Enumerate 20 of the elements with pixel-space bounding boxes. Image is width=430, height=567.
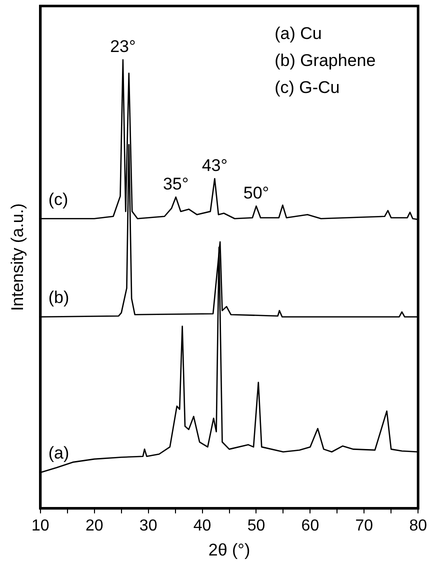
series-label: (a)	[48, 444, 70, 463]
x-tick-label: 30	[139, 517, 158, 534]
annotation: 43°	[202, 156, 228, 175]
annotation: 50°	[243, 183, 270, 202]
x-tick-label: 20	[85, 517, 104, 534]
x-tick-label: 50	[247, 517, 266, 534]
x-axis-title: 2θ (°)	[208, 540, 250, 560]
annotation: 23°	[110, 37, 136, 56]
text: (a) Cu	[274, 24, 322, 44]
x-tick-label: 70	[355, 517, 374, 534]
annotation: (b) Graphene	[274, 51, 376, 70]
annotation: (c) G-Cu	[274, 78, 340, 98]
annotation: 35°	[162, 174, 189, 194]
x-tick-label: 40	[193, 517, 212, 534]
x-tick-label: 10	[32, 517, 50, 534]
series-label: (b)	[48, 288, 70, 308]
series-label: (c)	[48, 190, 68, 209]
y-axis-title: Intensity (a.u.)	[8, 203, 27, 312]
x-tick-label: 80	[409, 517, 428, 534]
x-tick-label: 60	[301, 517, 320, 534]
